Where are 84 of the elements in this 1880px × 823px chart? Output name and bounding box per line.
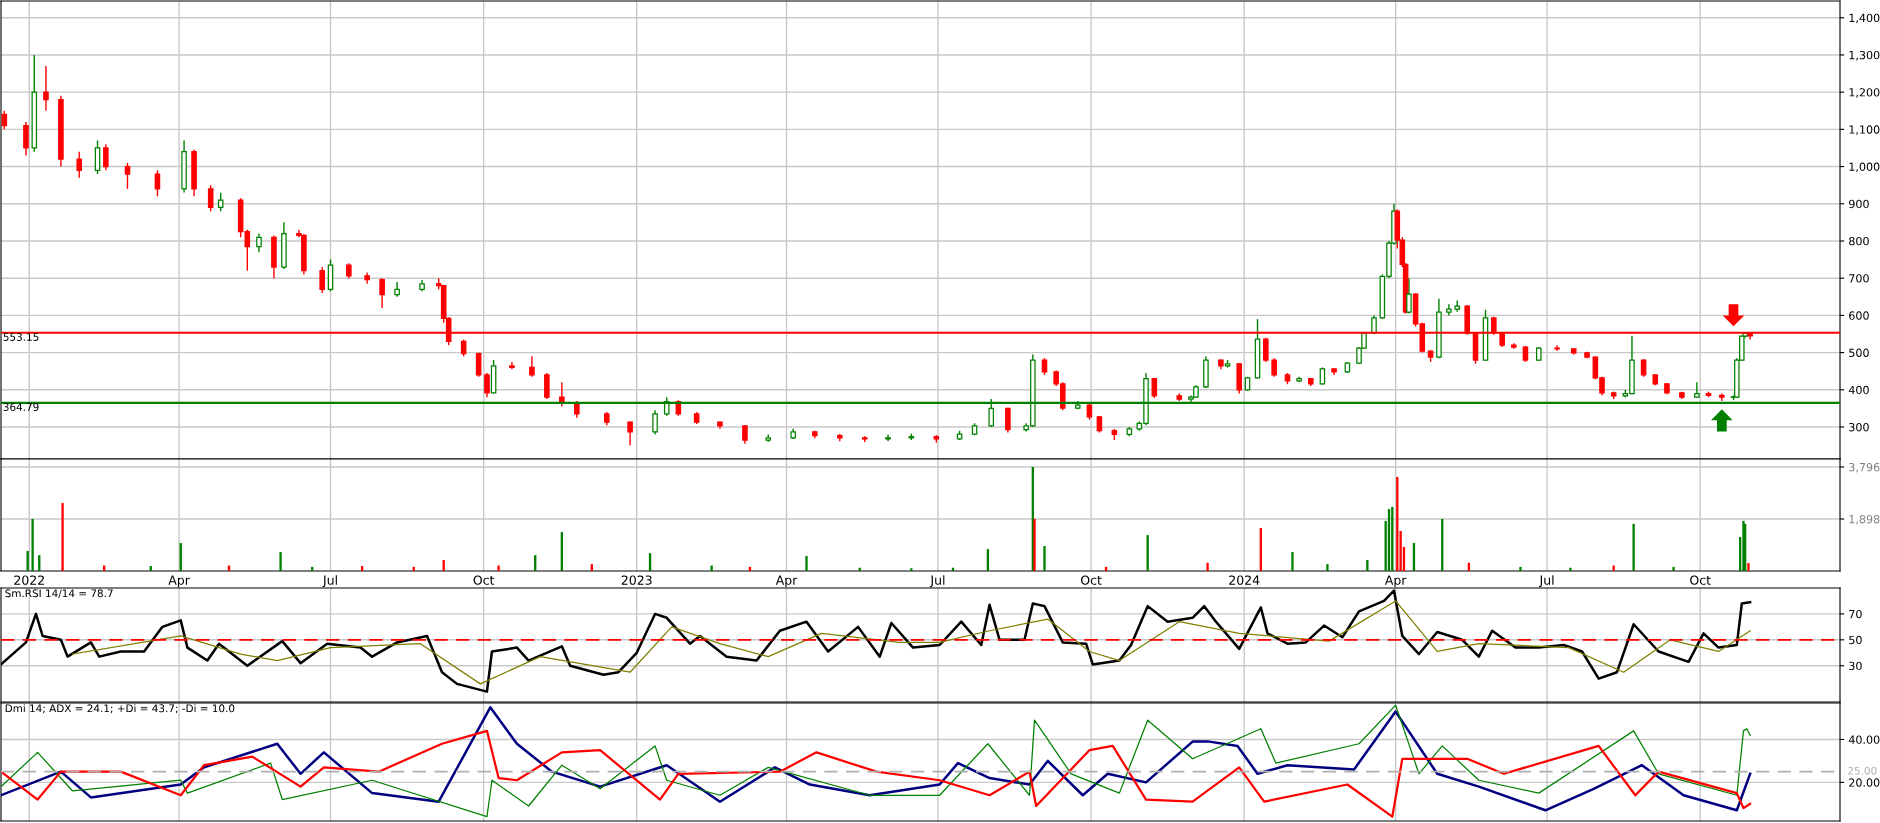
y-tick-label: 900 — [1849, 199, 1869, 209]
y-tick-label: 3,796 — [1849, 462, 1880, 473]
candlestick — [256, 232, 262, 253]
bar — [710, 565, 713, 571]
x-tick-label: Jul — [929, 575, 945, 588]
candlestick — [103, 143, 109, 171]
candlestick — [124, 162, 131, 190]
bar — [1326, 564, 1329, 571]
bar — [1366, 560, 1369, 571]
candlestick — [207, 184, 214, 212]
bar — [26, 551, 29, 571]
x-tick-label: Apr — [775, 575, 798, 588]
candlestick — [742, 424, 748, 445]
ref-line-label: 25.00 — [1848, 766, 1877, 775]
y-tick-label: 400 — [1848, 385, 1869, 395]
candlestick — [23, 121, 29, 157]
bar — [805, 555, 808, 571]
candlestick — [1005, 406, 1011, 434]
y-tick-label: 70 — [1849, 609, 1862, 619]
candlestick — [154, 169, 161, 198]
ref-line-label: 553.15 — [3, 333, 39, 341]
y-tick-label: 1,100 — [1849, 125, 1880, 135]
x-tick-label: Jul — [322, 575, 337, 588]
x-tick-label: Oct — [473, 575, 495, 585]
candlestick — [1406, 277, 1412, 315]
candlestick — [379, 277, 385, 309]
candlestick — [94, 139, 101, 175]
y-tick-label: 800 — [1849, 236, 1869, 246]
candlestick — [1271, 357, 1277, 378]
y-tick-label: 1,898 — [1849, 514, 1880, 525]
candlestick — [76, 150, 83, 179]
y-tick-label: 50 — [1849, 635, 1862, 645]
bar — [1672, 566, 1675, 571]
candlestick — [475, 351, 482, 378]
bar — [1569, 567, 1572, 571]
bar — [149, 566, 152, 571]
y-tick-label: 700 — [1849, 274, 1869, 283]
bar — [279, 552, 282, 571]
bar — [1632, 523, 1635, 571]
bar — [1206, 562, 1209, 571]
bar — [31, 518, 34, 571]
ref-line-label: 364.79 — [3, 403, 39, 411]
candlestick — [529, 355, 535, 378]
x-tick-label: 2022 — [14, 575, 44, 585]
bar — [1519, 566, 1522, 571]
chart-title: Sm.RSI 14/14 = 78.7 — [5, 589, 113, 599]
bar — [1612, 565, 1615, 571]
y-tick-label: 500 — [1849, 348, 1869, 357]
y-tick-label: 30 — [1849, 661, 1862, 671]
x-tick-label: Oct — [1690, 575, 1711, 585]
x-tick-label: Apr — [168, 575, 190, 588]
candlestick — [1263, 337, 1269, 363]
y-tick-label: 1,000 — [1849, 162, 1880, 173]
y-tick-label: 600 — [1849, 311, 1869, 320]
x-tick-label: Apr — [1384, 575, 1407, 588]
y-tick-label: 1,200 — [1849, 88, 1880, 98]
line-series — [71, 600, 1751, 685]
bar — [1747, 563, 1750, 571]
candlestick — [544, 372, 550, 400]
y-tick-label: 300 — [1849, 422, 1869, 432]
bar — [61, 503, 64, 571]
bar — [910, 568, 913, 571]
candlestick — [484, 372, 490, 398]
candlestick — [319, 266, 325, 294]
bar — [1033, 518, 1036, 571]
bar — [497, 565, 500, 571]
y-tick-label: 1,300 — [1849, 50, 1880, 61]
x-tick-label: 2024 — [1229, 575, 1260, 585]
bar — [1043, 546, 1046, 571]
candlestick — [652, 409, 658, 436]
bar — [360, 566, 364, 571]
y-tick-label: 20.00 — [1849, 778, 1880, 787]
candlestick — [627, 420, 633, 447]
chart-title: Dmi 14; ADX = 24.1; +Di = 43.7; -Di = 10.0 — [5, 704, 235, 714]
y-tick-label: 40.00 — [1848, 735, 1880, 744]
candlestick — [217, 191, 224, 212]
candlestick — [43, 65, 49, 112]
y-tick-label: 1,400 — [1849, 13, 1880, 24]
bar — [1291, 552, 1294, 571]
x-tick-label: 2023 — [621, 575, 652, 585]
x-tick-label: Jul — [1538, 575, 1554, 588]
x-tick-label: Oct — [1080, 575, 1102, 585]
line-series — [1, 729, 1752, 818]
candlestick — [1694, 381, 1700, 399]
